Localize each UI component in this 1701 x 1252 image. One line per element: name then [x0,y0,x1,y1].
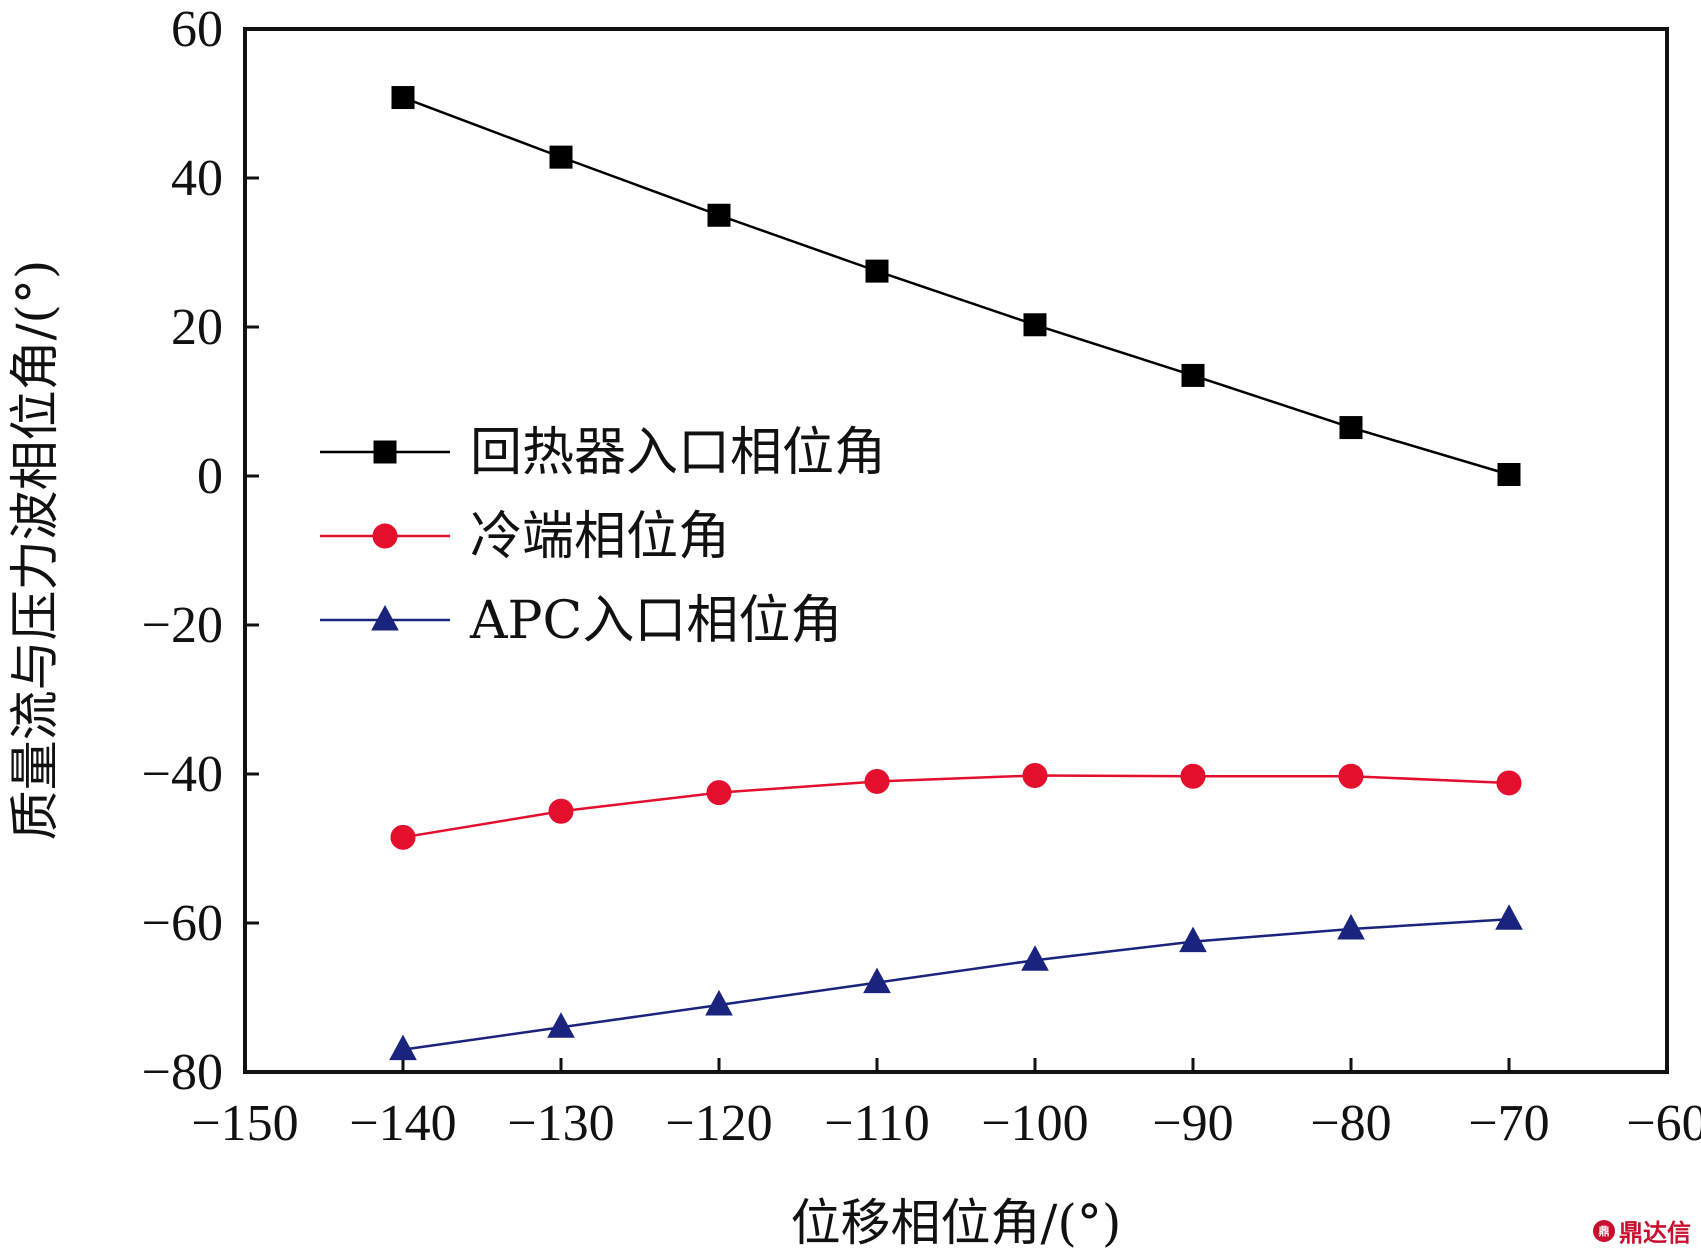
data-point [1339,416,1363,440]
y-tick-label: −80 [142,1044,223,1101]
data-point [863,967,891,994]
series-3 [389,904,1523,1061]
y-tick-label: 0 [197,448,223,505]
legend-marker [373,440,397,464]
data-point [1497,463,1521,487]
tick-labels: −150 −140 −130 −120 −110 −100 −90 −80 −70 −60 −80 −… [142,1,1701,1152]
series-line [402,96,1510,476]
watermark: 鼎 鼎达信 [1593,1213,1691,1248]
data-point [547,1012,575,1038]
data-point [549,145,573,169]
data-point [865,259,889,283]
data-point [389,1034,417,1061]
data-point [705,989,733,1016]
data-point [391,86,415,110]
data-point [1337,913,1365,940]
x-tick-label: −80 [1310,1095,1391,1152]
y-tick-label: 40 [171,150,223,207]
x-tick-label: −110 [824,1095,929,1152]
data-point [1338,763,1364,789]
x-tick-label: −140 [349,1095,456,1152]
legend-marker [371,604,399,631]
legend-label: 回热器入口相位角 [470,423,886,483]
data-point [1180,763,1206,789]
legend-entry: APC入口相位角 [320,591,842,651]
legend-label: 冷端相位角 [470,507,730,567]
watermark-text: 鼎达信 [1619,1219,1691,1247]
y-tick-label: −40 [142,746,223,803]
data-series [389,86,1523,1061]
watermark-logo-icon: 鼎 [1593,1219,1615,1242]
x-tick-label: −70 [1468,1095,1549,1152]
y-tick-label: 20 [171,299,223,356]
series-1 [391,86,1521,487]
data-point [1021,945,1049,971]
data-point [1181,363,1205,387]
data-point [707,203,731,227]
y-tick-label: −60 [142,895,223,952]
x-tick-label: −130 [507,1095,614,1152]
y-tick-label: 60 [171,1,223,58]
legend-marker [372,523,398,549]
data-point [1496,770,1522,796]
data-point [548,798,574,824]
series-line [402,774,1510,839]
legend-label: APC入口相位角 [469,591,842,651]
x-tick-label: −100 [981,1095,1088,1152]
data-point [1023,313,1047,337]
data-point [390,824,416,850]
data-point [706,780,732,806]
y-tick-label: −20 [142,597,223,654]
x-tick-label: −150 [191,1095,298,1152]
series-2 [390,762,1522,850]
x-tick-label: −90 [1152,1095,1233,1152]
data-point [1179,926,1207,953]
legend-entry: 回热器入口相位角 [320,423,886,483]
data-point [1495,904,1523,930]
y-axis-label: 质量流与压力波相位角/(°) [6,260,64,841]
plot-frame [243,27,1669,1074]
x-tick-label: −60 [1626,1095,1701,1152]
data-point [864,768,890,794]
axis-ticks [243,27,1669,1074]
data-point [1022,762,1048,788]
series-line [402,918,1510,1051]
x-tick-label: −120 [665,1095,772,1152]
x-axis-label: 位移相位角/(°) [791,1194,1122,1252]
legend-entry: 冷端相位角 [320,507,730,567]
